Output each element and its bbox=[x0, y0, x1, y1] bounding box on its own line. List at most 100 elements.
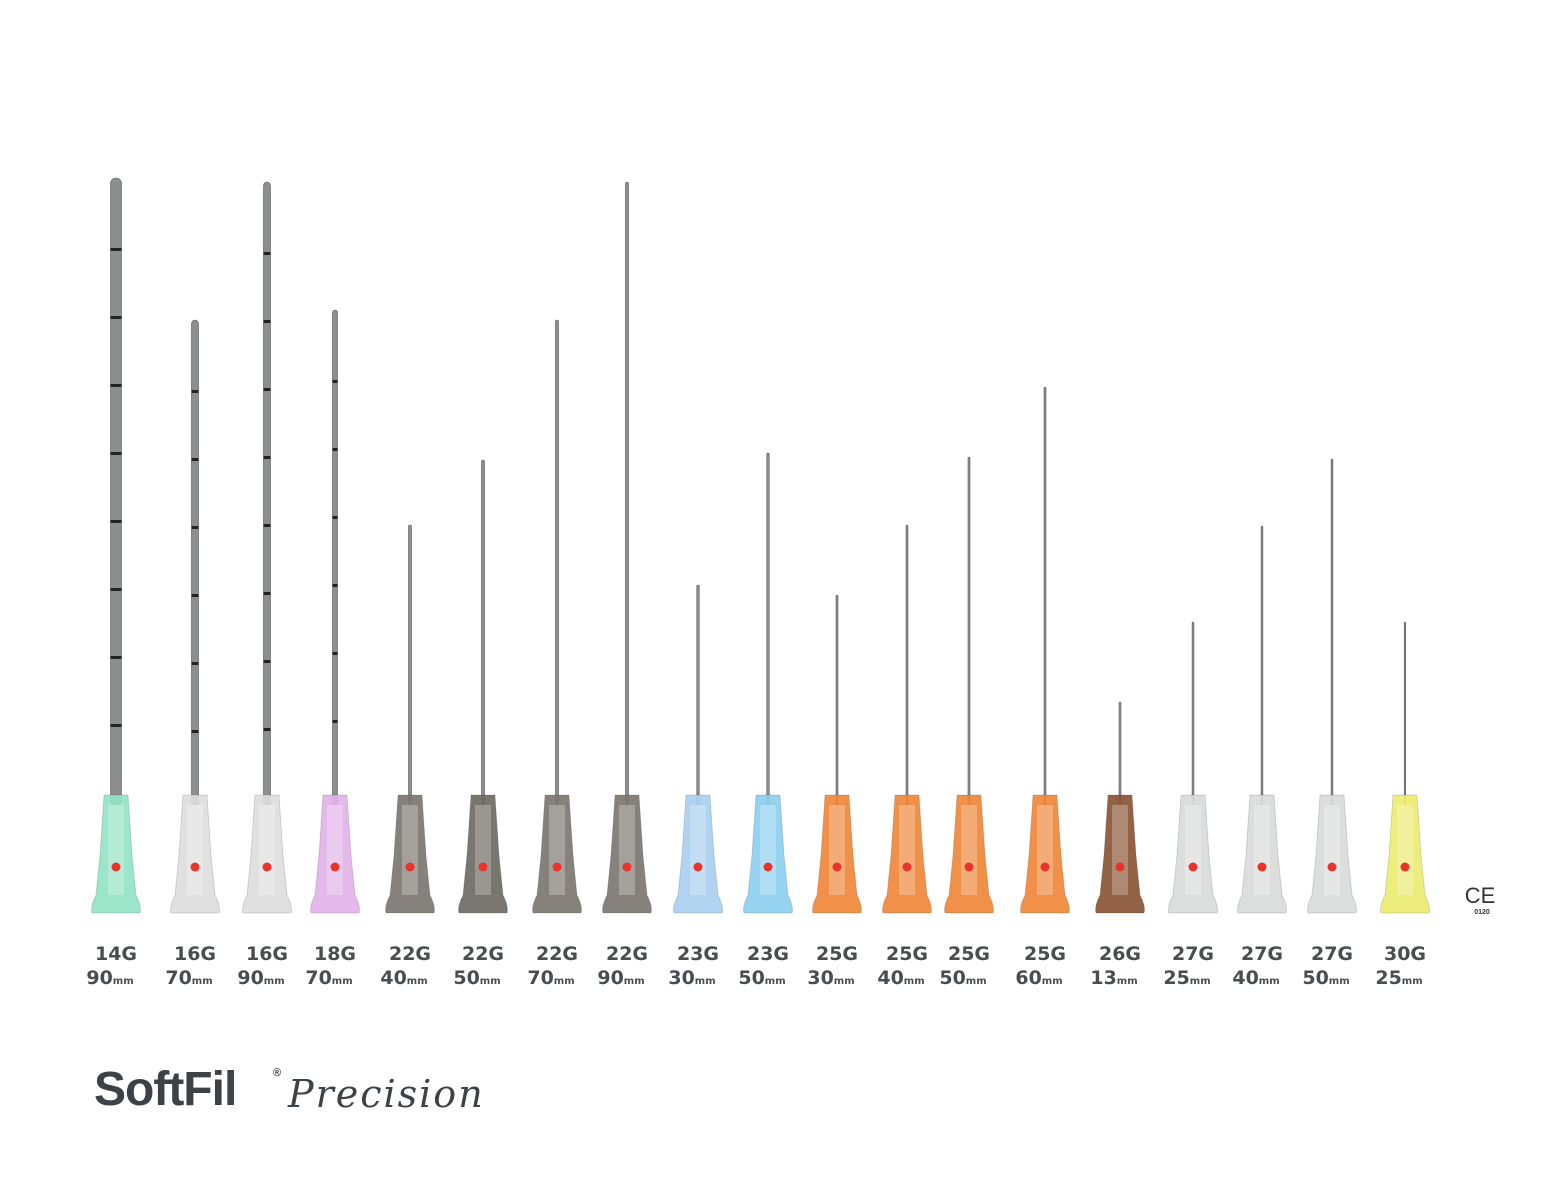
hub bbox=[812, 794, 862, 914]
hub-highlight bbox=[327, 805, 343, 895]
ce-mark: CE bbox=[1465, 883, 1496, 908]
depth-mark bbox=[263, 592, 271, 595]
red-dot bbox=[763, 862, 773, 872]
length-unit: mm bbox=[113, 976, 134, 987]
gauge-label: 16G bbox=[246, 943, 288, 965]
length-unit: mm bbox=[1329, 976, 1350, 987]
hub-highlight bbox=[549, 805, 565, 895]
cannula bbox=[1118, 701, 1122, 806]
gauge-label: 27G bbox=[1172, 943, 1214, 965]
hub-highlight bbox=[475, 805, 491, 895]
length-label: 50mm bbox=[939, 967, 986, 989]
red-dot bbox=[622, 862, 632, 872]
red-dot bbox=[190, 862, 200, 872]
hub-highlight bbox=[187, 805, 203, 895]
hub-highlight bbox=[829, 805, 845, 895]
cannula bbox=[625, 181, 629, 806]
cannula bbox=[263, 181, 271, 806]
cannula bbox=[766, 452, 770, 806]
length-value: 50 bbox=[939, 967, 965, 989]
hub-highlight bbox=[690, 805, 706, 895]
depth-mark bbox=[263, 252, 271, 255]
gauge-label: 22G bbox=[462, 943, 504, 965]
length-label: 25mm bbox=[1163, 967, 1210, 989]
hub-highlight bbox=[619, 805, 635, 895]
length-label: 70mm bbox=[305, 967, 352, 989]
hub-highlight bbox=[760, 805, 776, 895]
length-unit: mm bbox=[480, 976, 501, 987]
depth-mark bbox=[191, 594, 199, 597]
length-label: 90mm bbox=[237, 967, 284, 989]
cannula bbox=[408, 524, 412, 806]
depth-mark bbox=[110, 316, 122, 319]
hub-highlight bbox=[1185, 805, 1201, 895]
red-dot bbox=[111, 862, 121, 872]
length-unit: mm bbox=[966, 976, 987, 987]
depth-mark bbox=[191, 458, 199, 461]
gauge-label: 27G bbox=[1311, 943, 1353, 965]
length-unit: mm bbox=[624, 976, 645, 987]
length-label: 40mm bbox=[877, 967, 924, 989]
cannula bbox=[1260, 525, 1264, 806]
hub bbox=[1380, 794, 1430, 914]
hub bbox=[1237, 794, 1287, 914]
depth-mark bbox=[332, 720, 338, 723]
cannula bbox=[332, 309, 338, 806]
length-label: 40mm bbox=[380, 967, 427, 989]
red-dot bbox=[405, 862, 415, 872]
depth-mark bbox=[263, 388, 271, 391]
cannula bbox=[555, 319, 559, 806]
length-unit: mm bbox=[554, 976, 575, 987]
length-label: 50mm bbox=[453, 967, 500, 989]
depth-mark bbox=[263, 524, 271, 527]
depth-mark bbox=[263, 456, 271, 459]
depth-mark bbox=[110, 384, 122, 387]
depth-mark bbox=[332, 448, 338, 451]
depth-mark bbox=[332, 516, 338, 519]
length-unit: mm bbox=[264, 976, 285, 987]
length-value: 50 bbox=[453, 967, 479, 989]
length-value: 70 bbox=[165, 967, 191, 989]
depth-mark bbox=[110, 656, 122, 659]
length-label: 30mm bbox=[807, 967, 854, 989]
length-unit: mm bbox=[192, 976, 213, 987]
hub bbox=[310, 794, 360, 914]
hub bbox=[1307, 794, 1357, 914]
length-label: 90mm bbox=[86, 967, 133, 989]
depth-mark bbox=[191, 390, 199, 393]
hub-highlight bbox=[1112, 805, 1128, 895]
length-unit: mm bbox=[1190, 976, 1211, 987]
gauge-label: 26G bbox=[1099, 943, 1141, 965]
hub bbox=[385, 794, 435, 914]
length-unit: mm bbox=[332, 976, 353, 987]
length-label: 13mm bbox=[1090, 967, 1137, 989]
red-dot bbox=[330, 862, 340, 872]
length-label: 50mm bbox=[1302, 967, 1349, 989]
red-dot bbox=[902, 862, 912, 872]
length-label: 50mm bbox=[738, 967, 785, 989]
length-label: 70mm bbox=[527, 967, 574, 989]
gauge-label: 22G bbox=[606, 943, 648, 965]
needle-group bbox=[91, 177, 1430, 914]
red-dot bbox=[693, 862, 703, 872]
hub-highlight bbox=[402, 805, 418, 895]
depth-mark bbox=[191, 662, 199, 665]
ce-number: 0120 bbox=[1474, 909, 1490, 916]
length-value: 60 bbox=[1015, 967, 1041, 989]
hub bbox=[91, 794, 141, 914]
cannula bbox=[481, 459, 485, 806]
gauge-label: 25G bbox=[1024, 943, 1066, 965]
red-dot bbox=[1040, 862, 1050, 872]
brand-line: Precision bbox=[287, 1072, 485, 1116]
length-value: 90 bbox=[86, 967, 112, 989]
gauge-label: 16G bbox=[174, 943, 216, 965]
red-dot bbox=[1188, 862, 1198, 872]
depth-mark bbox=[191, 526, 199, 529]
length-label: 40mm bbox=[1232, 967, 1279, 989]
gauge-label: 27G bbox=[1241, 943, 1283, 965]
hub bbox=[170, 794, 220, 914]
gauge-label: 22G bbox=[389, 943, 431, 965]
cannula bbox=[1191, 621, 1195, 806]
depth-mark bbox=[110, 724, 122, 727]
depth-mark bbox=[263, 320, 271, 323]
